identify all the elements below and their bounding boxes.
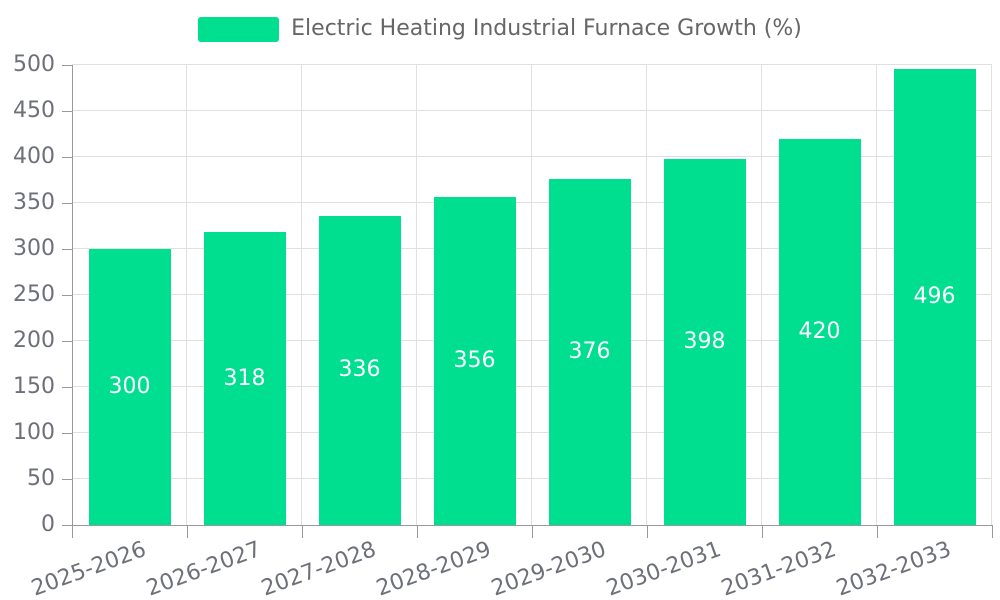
y-axis-tick: [62, 387, 72, 388]
v-gridline: [531, 65, 532, 525]
y-axis-tick-label: 300: [13, 236, 55, 261]
x-axis-category-label: 2028-2029: [372, 537, 495, 600]
y-axis-tick: [62, 203, 72, 204]
y-axis-tick: [62, 65, 72, 66]
legend: Electric Heating Industrial Furnace Grow…: [0, 16, 1000, 42]
h-gridline: [72, 202, 992, 203]
h-gridline: [72, 386, 992, 387]
x-axis-category-label: 2025-2026: [27, 537, 150, 600]
y-axis-tick-label: 450: [13, 98, 55, 123]
x-axis-tick: [302, 526, 303, 538]
x-axis-tick: [992, 526, 993, 538]
plot-area: 300 318 336 356 376 398 420 496: [72, 64, 992, 525]
bar-2025-2026[interactable]: [88, 249, 171, 525]
legend-label: Electric Heating Industrial Furnace Grow…: [291, 16, 802, 41]
x-axis-category-label: 2026-2027: [142, 537, 265, 600]
y-axis-tick-label: 400: [13, 144, 55, 169]
y-axis-line: [72, 65, 73, 525]
x-axis-line: [72, 525, 993, 526]
y-axis-tick-label: 200: [13, 328, 55, 353]
h-gridline: [72, 478, 992, 479]
y-axis-tick: [62, 249, 72, 250]
v-gridline: [186, 65, 187, 525]
bar-2029-2030[interactable]: [548, 179, 631, 525]
y-axis-tick: [62, 157, 72, 158]
h-gridline: [72, 248, 992, 249]
v-gridline: [416, 65, 417, 525]
h-gridline: [72, 110, 992, 111]
v-gridline: [876, 65, 877, 525]
y-axis-tick-label: 500: [13, 52, 55, 77]
bar-2032-2033[interactable]: [893, 68, 976, 525]
v-gridline: [646, 65, 647, 525]
x-axis-tick: [417, 526, 418, 538]
v-gridline: [761, 65, 762, 525]
y-axis-tick: [62, 525, 72, 526]
y-axis-tick: [62, 479, 72, 480]
x-axis-tick: [647, 526, 648, 538]
x-axis-category-label: 2032-2033: [832, 537, 955, 600]
h-gridline: [72, 64, 992, 65]
bar-2031-2032[interactable]: [778, 138, 861, 525]
y-axis-tick: [62, 341, 72, 342]
x-axis-tick: [762, 526, 763, 538]
h-gridline: [72, 340, 992, 341]
y-axis-tick: [62, 111, 72, 112]
x-axis-tick: [187, 526, 188, 538]
y-axis-tick-label: 0: [41, 512, 55, 537]
legend-item-series[interactable]: Electric Heating Industrial Furnace Grow…: [198, 16, 802, 42]
bar-2028-2029[interactable]: [433, 197, 516, 525]
v-gridline: [301, 65, 302, 525]
h-gridline: [72, 156, 992, 157]
x-axis-category-label: 2031-2032: [717, 537, 840, 600]
bar-2027-2028[interactable]: [318, 215, 401, 525]
x-axis-category-label: 2029-2030: [487, 537, 610, 600]
y-axis-tick-label: 100: [13, 420, 55, 445]
y-axis-tick-label: 250: [13, 282, 55, 307]
bar-2026-2027[interactable]: [203, 232, 286, 525]
y-axis-tick: [62, 433, 72, 434]
x-axis-category-label: 2027-2028: [257, 537, 380, 600]
y-axis-tick-label: 350: [13, 190, 55, 215]
y-axis-tick: [62, 295, 72, 296]
v-gridline: [991, 65, 992, 525]
y-axis-tick-label: 50: [27, 466, 55, 491]
h-gridline: [72, 432, 992, 433]
x-axis-tick: [877, 526, 878, 538]
bar-2030-2031[interactable]: [663, 158, 746, 525]
x-axis-tick: [72, 526, 73, 538]
legend-swatch-icon: [198, 16, 280, 42]
x-axis-tick: [532, 526, 533, 538]
x-axis-category-label: 2030-2031: [602, 537, 725, 600]
h-gridline: [72, 294, 992, 295]
y-axis-tick-label: 150: [13, 374, 55, 399]
